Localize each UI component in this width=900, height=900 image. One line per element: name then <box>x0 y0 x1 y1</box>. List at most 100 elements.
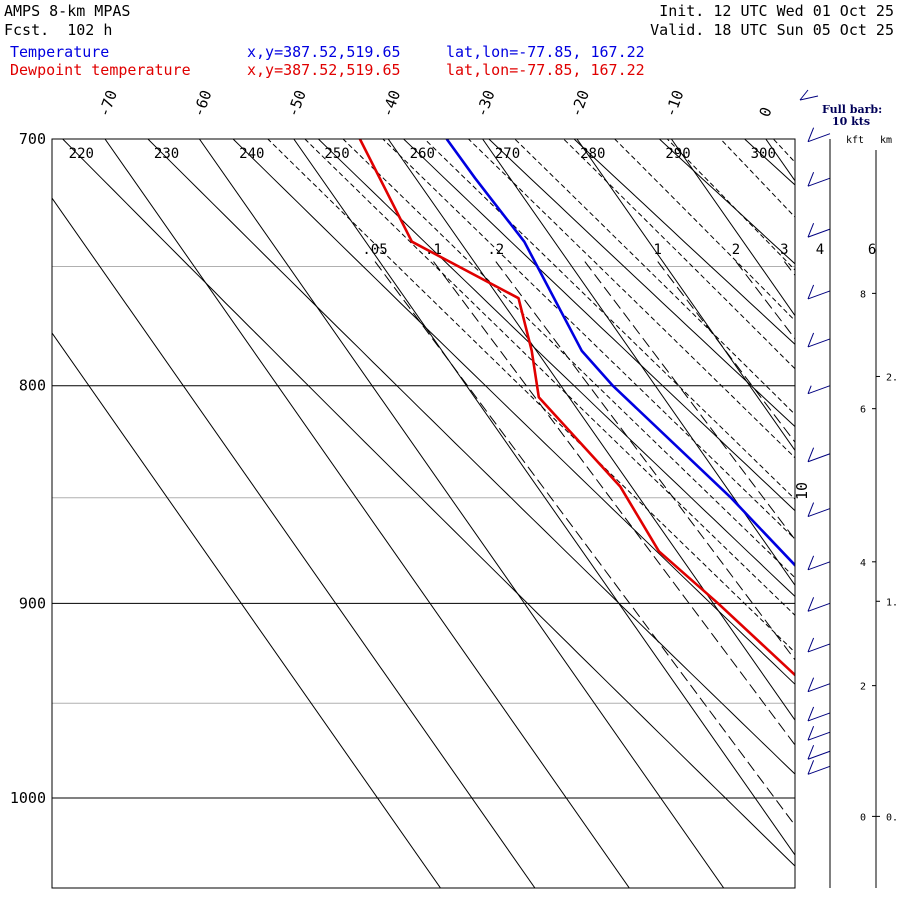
kft-tick-label-2: 2 <box>860 682 866 693</box>
mixing-ratio-line-0.5 <box>584 261 795 541</box>
isobar-label-1000: 1000 <box>10 789 46 807</box>
wind-barb-flag-6 <box>807 447 815 462</box>
km-tick-label-1.: 1. <box>886 597 898 608</box>
wind-barb-1 <box>807 177 831 187</box>
dry-adiabat-label-260: 260 <box>410 146 435 162</box>
mixing-ratio-label-1: 1 <box>654 242 662 258</box>
isobar-label-900: 900 <box>19 594 46 612</box>
dry-adiabat-310 <box>517 0 900 900</box>
isotherm-label--40: -40 <box>378 88 404 120</box>
moist-adiabat-6 <box>514 139 795 416</box>
mixing-ratio-line-3 <box>783 261 795 277</box>
wind-barb-flag-4 <box>807 332 815 348</box>
model-title: AMPS 8-km MPAS <box>4 2 131 20</box>
mixing-ratio-label-4: 4 <box>816 242 824 258</box>
dewpoint-profile <box>358 139 795 677</box>
wind-barb-0 <box>807 133 831 143</box>
kft-tick-label-6: 6 <box>860 405 866 416</box>
wind-barb-6 <box>807 453 831 463</box>
isotherm--10 <box>670 139 795 317</box>
moist-adiabat-10 <box>719 139 795 218</box>
wind-barb-flag-2 <box>807 222 815 238</box>
moist-adiabat-3 <box>382 139 795 540</box>
wind-barb-flag-3 <box>807 284 815 300</box>
kft-tick-label-0: 0 <box>860 812 866 823</box>
barb-note-line1: Full barb: <box>822 103 882 116</box>
isotherm--30 <box>482 139 795 587</box>
mixing-ratio-label-.2: .2 <box>487 242 504 258</box>
dry-adiabat-label-220: 220 <box>69 146 94 162</box>
dry-adiabat-label-290: 290 <box>665 146 690 162</box>
wind-barb-11 <box>807 683 831 693</box>
wind-barb-10 <box>807 643 831 653</box>
moist-adiabat-1 <box>304 139 795 617</box>
isotherm--90 <box>52 332 441 888</box>
isotherm-label--20: -20 <box>567 88 593 120</box>
isobar-label-800: 800 <box>19 377 46 395</box>
wind-barb-flag-7 <box>807 502 815 517</box>
wind-barb-15 <box>807 765 831 775</box>
mixing-ratio-line-0.05 <box>374 261 795 827</box>
isotherm-10 <box>860 139 900 888</box>
dry-adiabat-270 <box>488 139 795 428</box>
mixing-ratio-line-0.1 <box>433 261 795 746</box>
wind-barb-8 <box>807 561 831 571</box>
wind-barb-flag-15 <box>807 760 815 775</box>
isotherm--40 <box>387 139 795 722</box>
wind-barb-flag-1 <box>807 171 815 187</box>
legend-temperature-latlon: lat,lon=-77.85, 167.22 <box>446 43 645 61</box>
legend-dewpoint-label: Dewpoint temperature <box>10 61 191 79</box>
isotherm--80 <box>52 197 536 888</box>
wind-barb-flag-13 <box>807 725 815 741</box>
isotherm-label--30: -30 <box>472 88 498 120</box>
mixing-ratio-line-2 <box>735 261 795 340</box>
isotherm--20 <box>576 139 795 452</box>
wind-barb-3 <box>807 290 831 300</box>
wind-barb-14 <box>807 750 831 760</box>
wind-barb-9 <box>807 602 831 612</box>
isotherm--60 <box>198 139 725 888</box>
forecast-hour: Fcst. 102 h <box>4 21 113 39</box>
mixing-ratio-line-0.2 <box>495 261 795 661</box>
mixing-ratio-label-6: 6 <box>868 242 876 258</box>
dry-adiabat-label-270: 270 <box>495 146 520 162</box>
wind-barb-5 <box>807 385 831 395</box>
wind-barb-flag-14 <box>807 745 815 760</box>
km-tick-label-0.: 0. <box>886 812 898 823</box>
dry-adiabat-label-240: 240 <box>239 146 264 162</box>
isotherm--50 <box>293 139 795 856</box>
mixing-ratio-line-1 <box>657 261 795 443</box>
wind-barb-2 <box>807 228 831 238</box>
isotherm--70 <box>104 139 630 888</box>
legend-dewpoint-latlon: lat,lon=-77.85, 167.22 <box>446 61 645 79</box>
wind-barb-flag-9 <box>807 597 815 612</box>
km-tick-label-2.: 2. <box>886 372 898 383</box>
moist-adiabat-5 <box>467 139 795 459</box>
legend-temperature-label: Temperature <box>10 43 110 61</box>
wind-barb-flag-10 <box>807 637 815 653</box>
wind-barb-12 <box>807 712 831 722</box>
valid-time: Valid. 18 UTC Sun 05 Oct 25 <box>650 21 894 39</box>
moist-adiabat-8 <box>613 139 795 322</box>
wind-barb-13 <box>807 731 831 741</box>
kft-tick-label-8: 8 <box>860 289 866 300</box>
dry-adiabat-220 <box>61 139 795 867</box>
dry-adiabat-label-230: 230 <box>154 146 179 162</box>
isotherm-label-right-10: 10 <box>793 482 811 500</box>
isotherm-label-0: 0 <box>756 105 776 120</box>
km-axis-label: km <box>880 135 892 146</box>
wind-barb-flag-5 <box>807 385 812 394</box>
wind-barb-4 <box>807 338 831 348</box>
barb-note-example <box>799 95 819 101</box>
dry-adiabat-290 <box>658 139 795 265</box>
wind-barb-flag-12 <box>807 706 815 722</box>
isobar-label-700: 700 <box>19 130 46 148</box>
legend-temperature-xy: x,y=387.52,519.65 <box>247 43 401 61</box>
isotherm-label--10: -10 <box>661 88 687 120</box>
barb-note-example-flag <box>799 89 809 101</box>
plot-frame <box>51 138 796 889</box>
